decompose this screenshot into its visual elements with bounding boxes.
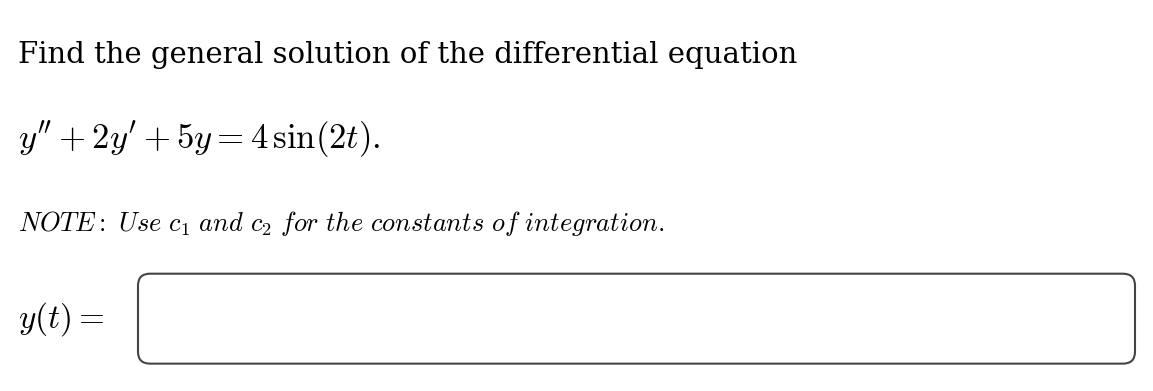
Text: $y(t) =$: $y(t) =$ [18,300,104,337]
Text: $y'' + 2y' + 5y = 4\,\sin(2t).$: $y'' + 2y' + 5y = 4\,\sin(2t).$ [18,119,380,160]
FancyBboxPatch shape [138,274,1135,364]
Text: Find the general solution of the differential equation: Find the general solution of the differe… [18,41,797,69]
Text: $\mathit{NOTE{:}\ Use\ c_1\ and\ c_2\ for\ the\ constants\ of\ integration.}$: $\mathit{NOTE{:}\ Use\ c_1\ and\ c_2\ fo… [18,209,664,238]
